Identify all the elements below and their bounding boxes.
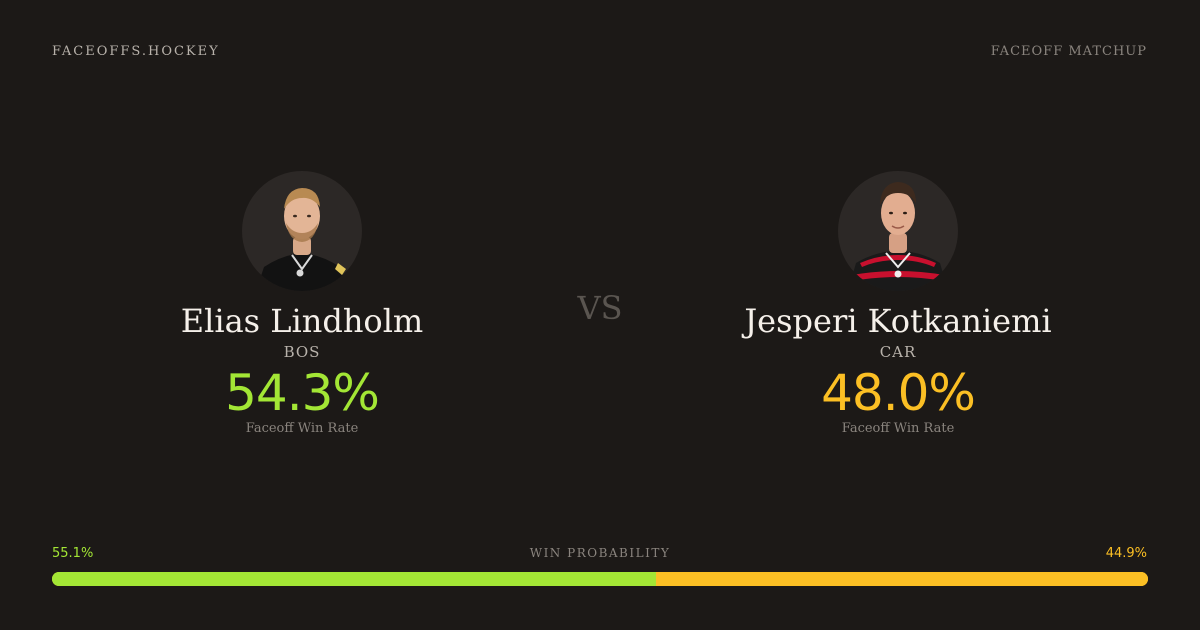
- player-team: BOS: [283, 343, 321, 361]
- faceoff-win-rate-label: Faceoff Win Rate: [841, 421, 955, 436]
- player-card-left: Elias Lindholm BOS 54.3% Faceoff Win Rat…: [92, 171, 512, 436]
- win-probability-left: 55.1%: [52, 546, 94, 561]
- win-probability-bar-left: [52, 572, 656, 586]
- faceoff-win-rate: 48.0%: [821, 364, 976, 422]
- win-probability-title: WIN PROBABILITY: [529, 546, 671, 560]
- player-name: Elias Lindholm: [180, 302, 424, 340]
- player-name: Jesperi Kotkaniemi: [744, 302, 1052, 340]
- page-label: FACEOFF MATCHUP: [990, 44, 1147, 59]
- faceoff-win-rate-label: Faceoff Win Rate: [245, 421, 359, 436]
- faceoff-win-rate: 54.3%: [225, 364, 380, 422]
- site-brand[interactable]: FACEOFFS.HOCKEY: [52, 44, 220, 59]
- win-probability-bar: [52, 572, 1148, 586]
- player-card-right: Jesperi Kotkaniemi CAR 48.0% Faceoff Win…: [688, 171, 1108, 436]
- win-probability-bar-right: [655, 572, 1148, 586]
- player-avatar: [838, 171, 958, 291]
- player-team: CAR: [879, 343, 917, 361]
- win-probability-right: 44.9%: [1105, 546, 1147, 561]
- player-avatar: [242, 171, 362, 291]
- vs-label: VS: [577, 289, 623, 327]
